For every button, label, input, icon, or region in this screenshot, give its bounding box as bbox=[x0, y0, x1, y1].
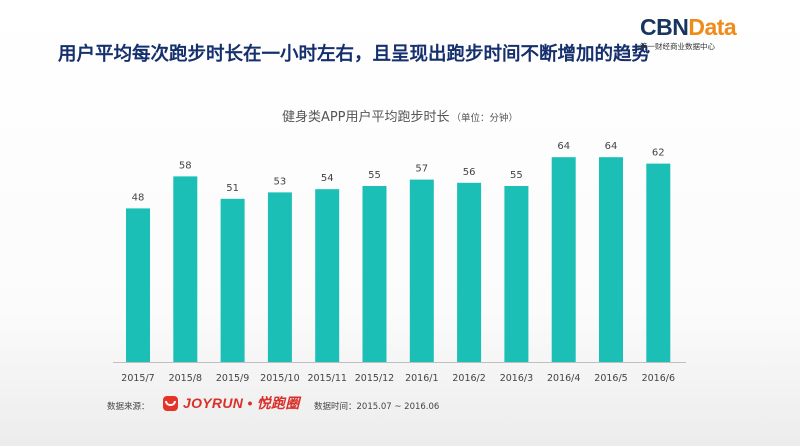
bar-2015/8 bbox=[173, 176, 198, 362]
x-tick-label: 2016/3 bbox=[500, 373, 533, 384]
chart-unit-note: （单位：分钟） bbox=[451, 113, 519, 124]
chart-title-text: 健身类APP用户平均跑步时长 bbox=[281, 110, 450, 125]
data-label-2016/3: 55 bbox=[510, 170, 523, 181]
data-label-2016/1: 57 bbox=[415, 164, 428, 175]
x-tick-label: 2015/10 bbox=[260, 373, 299, 384]
joyrun-app-icon bbox=[163, 395, 178, 411]
bar-2016/3 bbox=[504, 186, 529, 362]
data-label-2015/11: 54 bbox=[321, 173, 334, 184]
bar-2016/4 bbox=[551, 157, 576, 362]
data-label-2016/5: 64 bbox=[605, 141, 618, 152]
x-tick-label: 2016/2 bbox=[452, 373, 485, 384]
logo-wordmark: CBNData bbox=[640, 14, 737, 40]
x-tick-label: 2015/9 bbox=[216, 373, 249, 384]
data-label-2015/7: 48 bbox=[132, 192, 145, 203]
data-label-2016/2: 56 bbox=[463, 167, 476, 178]
data-label-2015/10: 53 bbox=[274, 176, 287, 187]
bar-2015/7 bbox=[126, 208, 150, 362]
x-tick-label: 2015/12 bbox=[355, 373, 394, 384]
data-period: 数据时间：2015.07 ~ 2016.06 bbox=[314, 402, 440, 412]
data-label-2015/8: 58 bbox=[179, 160, 192, 171]
data-label-2015/9: 51 bbox=[226, 183, 239, 194]
cbndata-logo: CBNData 第一财经商业数据中心 bbox=[640, 15, 758, 52]
x-tick-label: 2016/6 bbox=[642, 373, 675, 384]
data-label-2016/6: 62 bbox=[652, 148, 665, 159]
joyrun-logo: JOYRUN • 悦跑圈 bbox=[163, 393, 300, 413]
bar-2015/10 bbox=[267, 192, 292, 362]
x-tick-label: 2016/1 bbox=[405, 373, 438, 384]
bar-2016/5 bbox=[599, 157, 623, 362]
bar-2015/12 bbox=[362, 186, 387, 362]
data-label-2015/12: 55 bbox=[368, 170, 381, 181]
x-tick-label: 2016/4 bbox=[547, 373, 580, 384]
bar-2016/6 bbox=[646, 163, 671, 362]
data-source-label: 数据来源： bbox=[107, 402, 150, 412]
bar-2016/2 bbox=[457, 182, 482, 362]
joyrun-wordmark: JOYRUN • 悦跑圈 bbox=[183, 395, 300, 411]
x-tick-label: 2016/5 bbox=[594, 373, 627, 384]
x-tick-label: 2015/11 bbox=[307, 373, 346, 384]
chart-title: 健身类APP用户平均跑步时长 （单位：分钟） bbox=[0, 106, 800, 125]
page-headline: 用户平均每次跑步时长在一小时左右，且呈现出跑步时间不断增加的趋势 bbox=[58, 44, 651, 65]
x-tick-label: 2015/8 bbox=[169, 373, 202, 384]
x-tick-label: 2015/7 bbox=[121, 373, 154, 384]
bar-2015/11 bbox=[315, 189, 340, 362]
bar-2015/9 bbox=[220, 198, 245, 362]
data-label-2016/4: 64 bbox=[557, 141, 570, 152]
bar-2016/1 bbox=[409, 179, 434, 362]
logo-tagline: 第一财经商业数据中心 bbox=[640, 42, 715, 51]
